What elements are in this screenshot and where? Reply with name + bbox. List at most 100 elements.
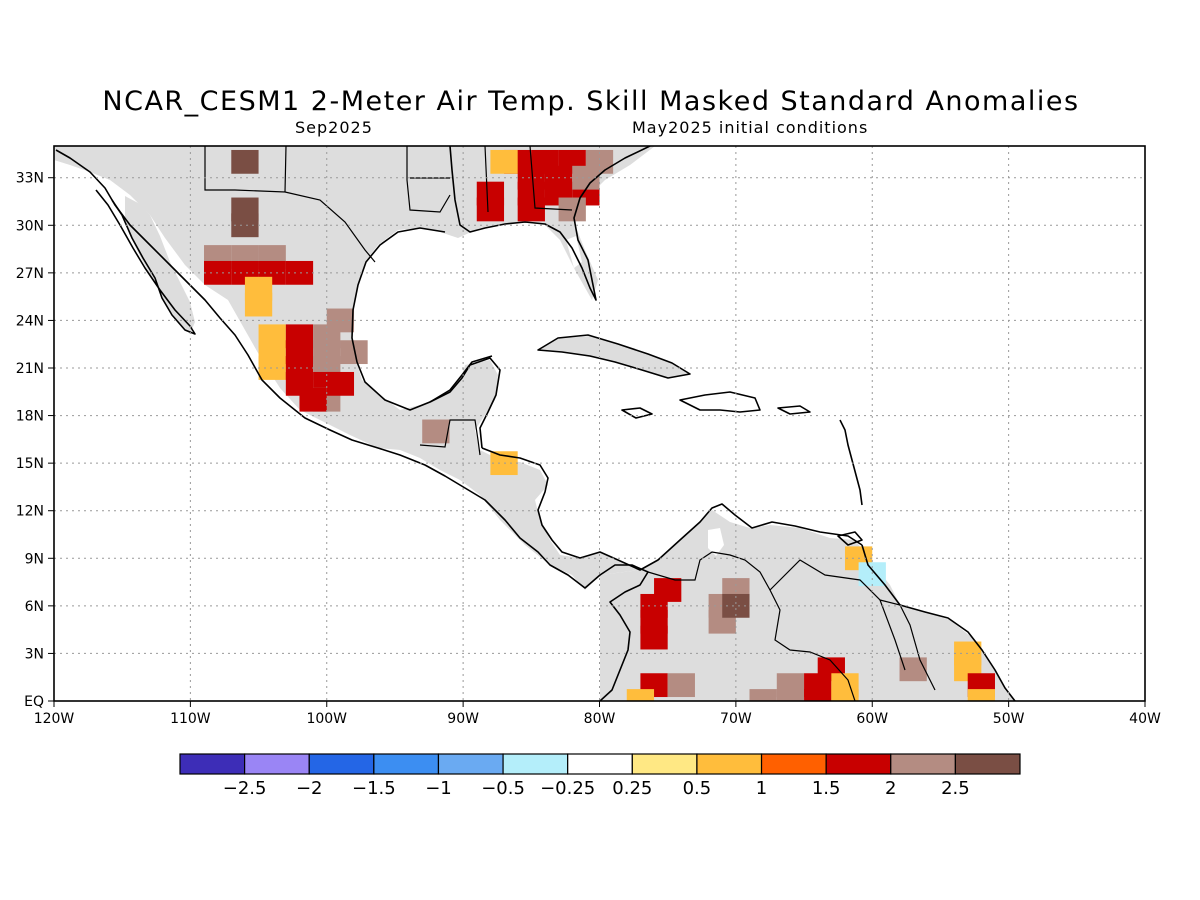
colorbar-label: −2.5: [223, 778, 267, 799]
colorbar-swatch: [437, 753, 504, 775]
colorbar-label: 1: [756, 778, 767, 799]
colorbar-label: 0.5: [683, 778, 712, 799]
anomaly-cell: [654, 578, 682, 602]
anomaly-region-amazon: [749, 657, 859, 701]
lat-lon-grid: [48, 146, 1146, 707]
colorbar-swatch: [631, 753, 698, 775]
anomaly-region-southeast-us: [476, 149, 614, 222]
colorbar-label: 2: [885, 778, 896, 799]
anomaly-cell: [667, 673, 695, 698]
anomaly-cell: [476, 197, 505, 222]
lat-tick-label: EQ: [24, 694, 44, 710]
anomaly-cell: [640, 625, 668, 650]
anomaly-region-central-mexico: [258, 308, 368, 412]
anomaly-cell: [531, 149, 559, 174]
cuba-masked-area: [538, 336, 690, 378]
anomaly-region-sonora-chihuahua: [204, 149, 314, 317]
anomaly-cell: [967, 689, 995, 701]
lat-tick-label: 18N: [16, 409, 44, 425]
anomaly-cell: [722, 593, 750, 618]
lake-maracaibo: [708, 528, 724, 556]
colorbar-legend: [179, 753, 1021, 775]
anomaly-cell: [299, 387, 327, 412]
central-america-caribbean-coast: [481, 447, 863, 571]
lat-tick-label: 21N: [16, 361, 44, 377]
lon-tick-label: 40W: [1129, 711, 1161, 727]
anomaly-cell: [258, 356, 286, 380]
anomaly-cell: [231, 149, 259, 174]
anomaly-cell: [231, 213, 259, 238]
anomaly-cell: [326, 371, 355, 396]
lesser-antilles: [839, 419, 863, 506]
lat-tick-label: 12N: [16, 504, 44, 520]
colorbar-swatch: [890, 753, 956, 775]
anomaly-cell: [340, 340, 368, 365]
anomaly-cell: [626, 689, 655, 701]
anomaly-region-colombia: [626, 578, 695, 701]
lon-tick-label: 60W: [856, 711, 888, 727]
gulf-west-coast: [351, 227, 501, 449]
gulf-of-mexico-coast: [449, 146, 651, 301]
cuba-coast: [537, 334, 691, 379]
lon-tick-label: 100W: [306, 711, 347, 727]
anomaly-cells: [204, 149, 995, 701]
map-title: NCAR_CESM1 2-Meter Air Temp. Skill Maske…: [102, 86, 1080, 117]
colorbar-swatch: [567, 753, 633, 775]
colorbar-swatch: [696, 753, 763, 775]
longitude-axis: 120W 110W 100W 90W 80W 70W 60W 50W 40W: [34, 711, 1161, 727]
lon-tick-label: 80W: [584, 711, 616, 727]
lon-tick-label: 50W: [993, 711, 1025, 727]
colorbar-swatch: [244, 753, 310, 775]
lat-tick-label: 27N: [16, 266, 44, 282]
lat-tick-label: 9N: [25, 551, 44, 567]
colorbar-swatch: [308, 753, 375, 775]
lat-tick-label: 3N: [25, 646, 44, 662]
colorbar-label: 2.5: [941, 778, 970, 799]
colorbar-label: −1: [425, 778, 452, 799]
colorbar-labels: −2.5 −2 −1.5 −1 −0.5 −0.25 0.25 0.5 1 1.5 2 2.5: [223, 778, 970, 799]
lat-tick-label: 6N: [25, 599, 44, 615]
anomaly-cell: [858, 562, 886, 587]
lon-tick-label: 110W: [170, 711, 211, 727]
colorbar-label: −0.5: [481, 778, 525, 799]
colorbar-swatch: [760, 753, 827, 775]
anomaly-cell: [776, 689, 805, 701]
hispaniola-coast: [679, 391, 761, 413]
anomaly-cell: [422, 419, 450, 444]
baja-california-coast: [95, 189, 196, 335]
colorbar-swatch: [502, 753, 569, 775]
latitude-axis: EQ 3N 6N 9N 12N 15N 18N 21N 24N 27N 30N 33N: [16, 171, 44, 710]
us-state-borders: [406, 146, 573, 213]
colorbar-label: −0.25: [540, 778, 595, 799]
colorbar-swatch: [179, 753, 246, 775]
colorbar-swatch: [825, 753, 892, 775]
anomaly-cell: [326, 308, 355, 333]
colorbar-label: −2: [296, 778, 323, 799]
colorbar-swatch: [954, 753, 1021, 775]
anomaly-cell: [749, 689, 777, 701]
lat-tick-label: 30N: [16, 218, 44, 234]
forecast-month: Sep2025: [295, 118, 373, 137]
south-america-borders: [647, 551, 936, 701]
anomaly-cell: [490, 149, 518, 174]
anomaly-region-venezuela: [708, 578, 750, 634]
colorbar-label: −1.5: [352, 778, 396, 799]
trinidad-coast: [837, 531, 863, 546]
anomaly-cell: [899, 657, 927, 682]
baja-california-masked-area: [125, 196, 195, 334]
lat-tick-label: 33N: [16, 171, 44, 187]
anomaly-cell: [831, 689, 859, 701]
colorbar-label: 1.5: [812, 778, 841, 799]
initial-conditions: May2025 initial conditions: [632, 118, 869, 137]
political-borders: [204, 146, 936, 701]
anomaly-cell: [804, 689, 832, 701]
coastlines: [55, 146, 1016, 701]
guatemala-border: [419, 419, 481, 456]
lon-tick-label: 90W: [447, 711, 479, 727]
puerto-rico-coast: [777, 405, 811, 415]
colorbar-swatch: [373, 753, 440, 775]
lon-tick-label: 70W: [720, 711, 752, 727]
venezuela-guiana-coast: [861, 544, 1016, 701]
colorbar-label: 0.25: [612, 778, 652, 799]
lat-tick-label: 24N: [16, 313, 44, 329]
